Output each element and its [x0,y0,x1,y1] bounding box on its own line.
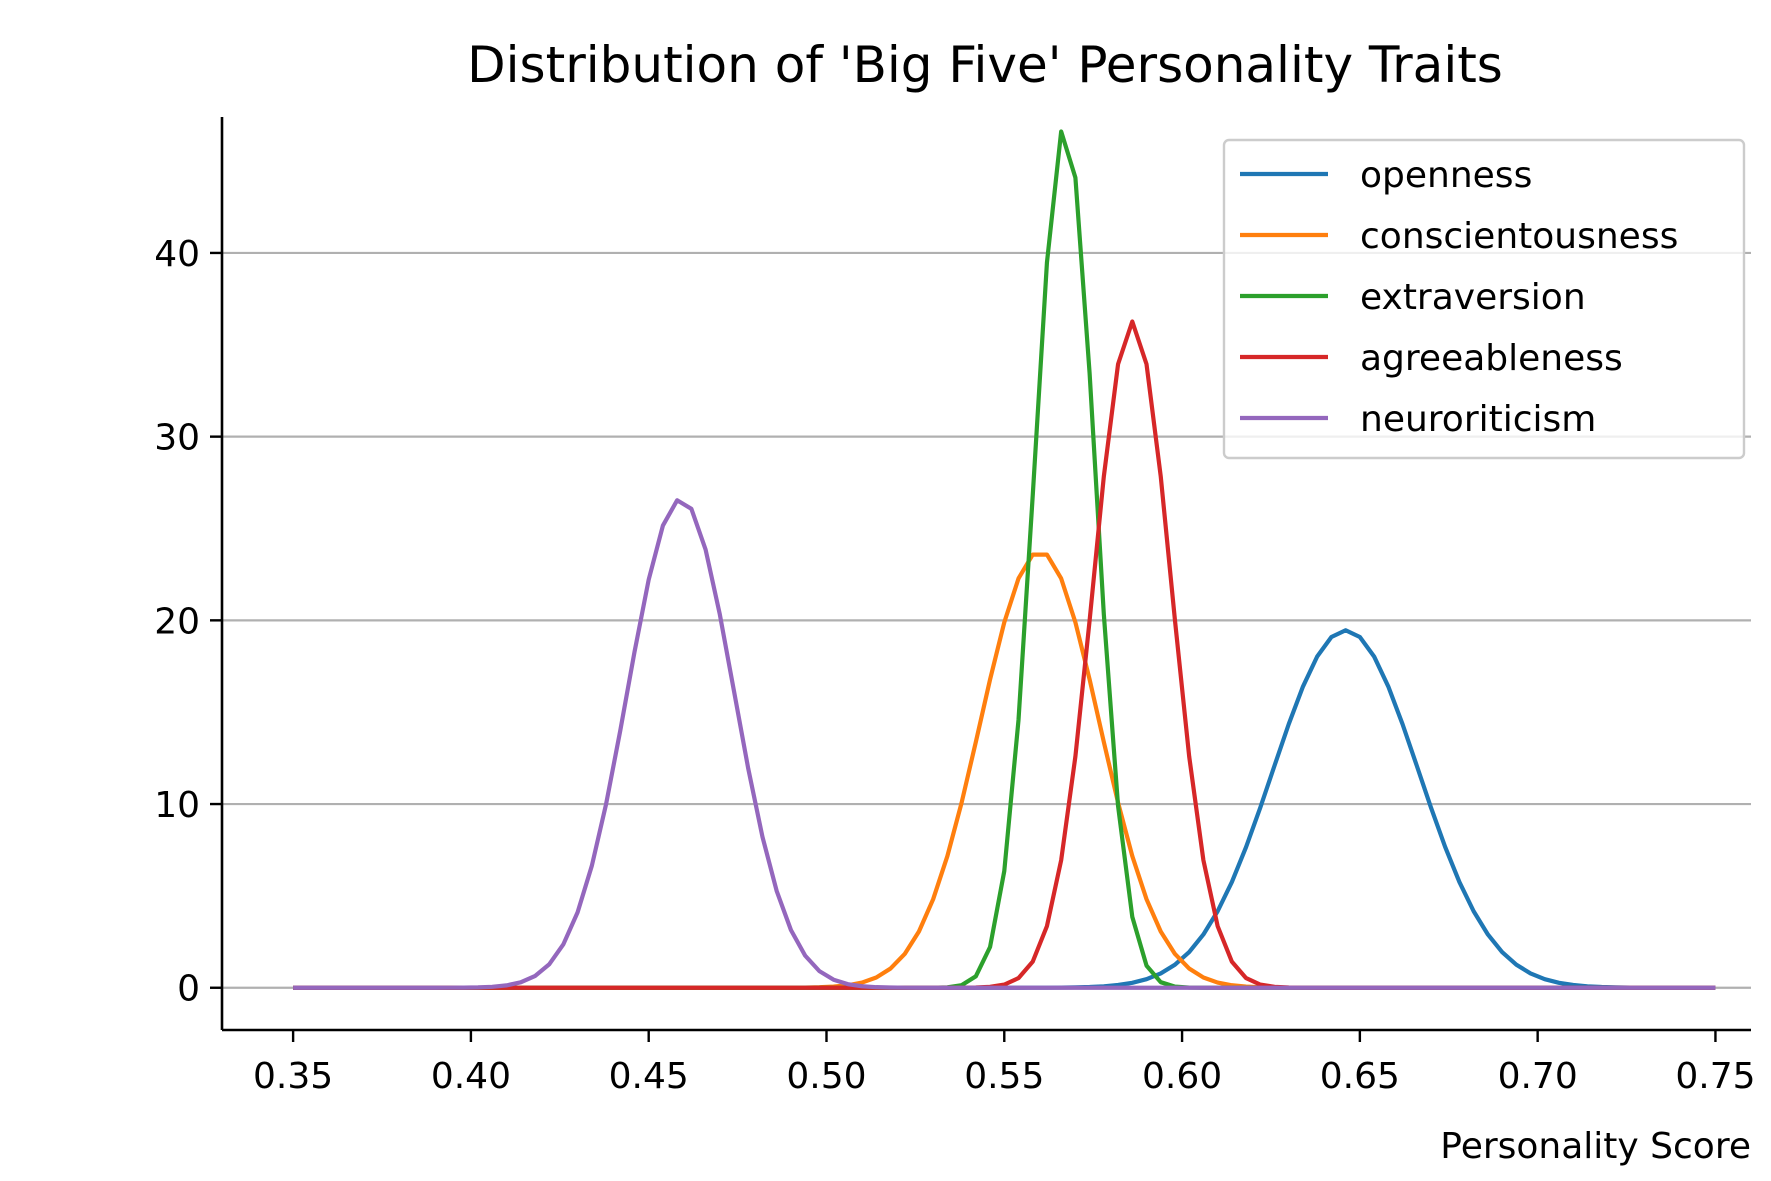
y-tick-label-0: 0 [177,969,200,1010]
legend-label-openness: openness [1360,155,1532,196]
x-tick-label-3: 0.50 [786,1056,866,1097]
x-tick-label-8: 0.75 [1675,1056,1755,1097]
ticks: 0 10 20 30 40 0.35 0.40 0.45 0.50 0.55 0.60 0.65 0.7… [154,234,1755,1097]
axes [220,117,1751,1032]
series-line-openness [293,628,1716,990]
legend: openness conscientousness extraversion agre… [1222,138,1746,460]
x-axis-label: Personality Score [1440,1126,1751,1167]
series-line-neuroriticism [293,498,1716,990]
y-tick-label-4: 40 [154,234,200,275]
series-lines [293,129,1716,990]
y-tick-label-3: 30 [154,418,200,459]
legend-box [1222,138,1746,460]
x-tick-label-2: 0.45 [609,1056,689,1097]
y-tick-label-2: 20 [154,601,200,642]
x-tick-label-4: 0.55 [964,1056,1044,1097]
x-tick-label-1: 0.40 [431,1056,511,1097]
legend-label-extraversion: extraversion [1360,277,1586,318]
legend-label-neuroriticism: neuroriticism [1360,399,1596,440]
x-tick-label-0: 0.35 [253,1056,333,1097]
x-tick-label-6: 0.65 [1320,1056,1400,1097]
legend-label-conscientousness: conscientousness [1360,216,1678,257]
legend-label-agreeableness: agreeableness [1360,338,1623,379]
x-tick-label-7: 0.70 [1498,1056,1578,1097]
x-tick-label-5: 0.60 [1142,1056,1222,1097]
chart-title: Distribution of 'Big Five' Personality T… [467,36,1503,94]
y-tick-label-1: 10 [154,785,200,826]
